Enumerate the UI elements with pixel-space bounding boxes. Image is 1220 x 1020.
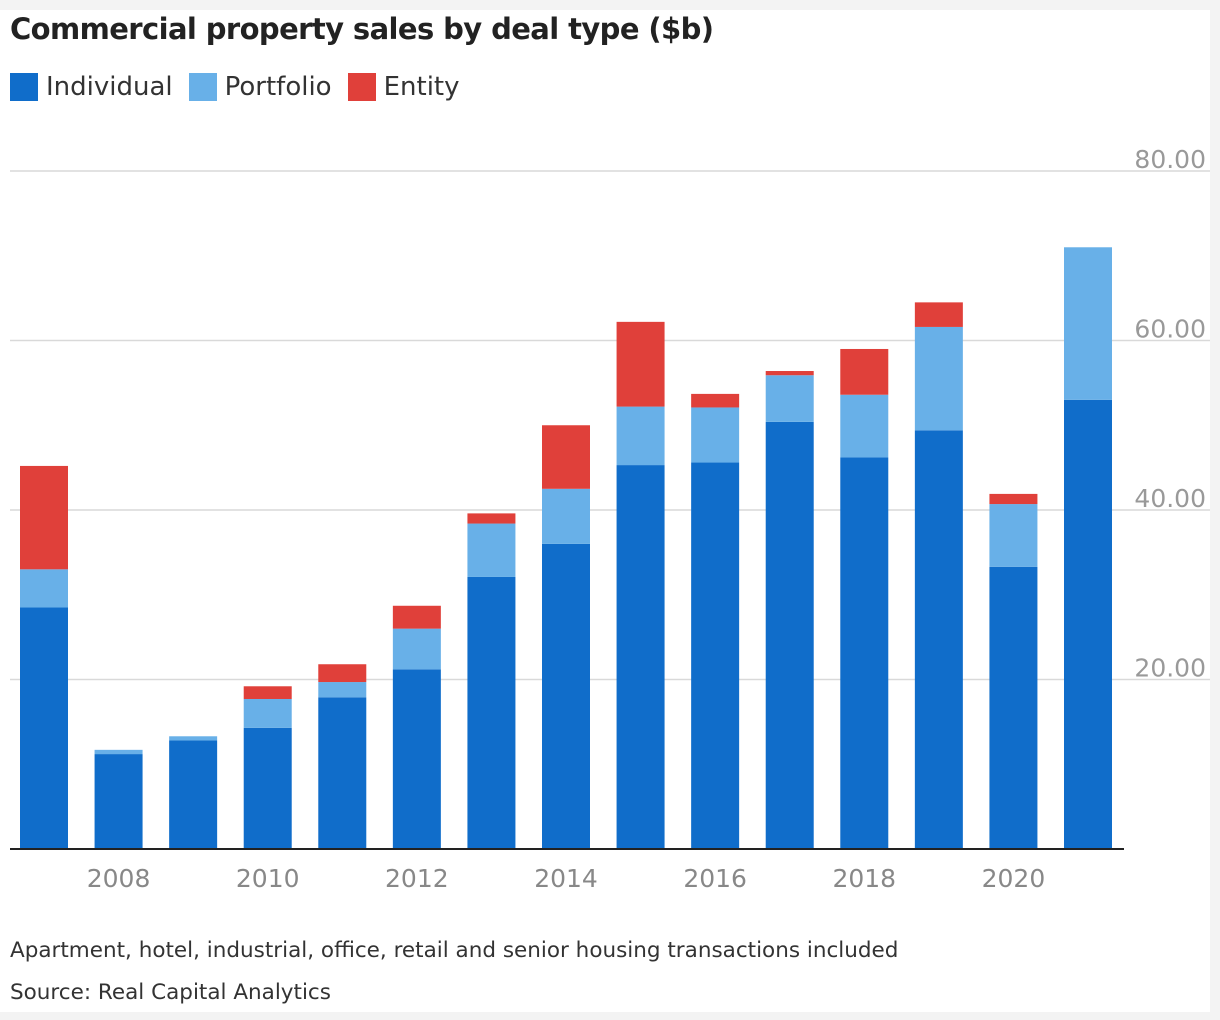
chart-description: Apartment, hotel, industrial, office, re…: [10, 938, 899, 963]
bar-portfolio-2007: [20, 569, 68, 608]
bar-portfolio-2015: [616, 406, 665, 466]
bar-portfolio-2014: [542, 488, 590, 544]
bar-entity-2012: [392, 605, 441, 629]
y-tick-label: 80.00: [1134, 145, 1206, 174]
bar-individual-2007: [20, 607, 68, 849]
x-tick-label: 2008: [87, 864, 151, 893]
bar-entity-2019: [914, 302, 963, 327]
bar-individual-2015: [616, 465, 665, 849]
bar-portfolio-2013: [467, 523, 516, 577]
legend-item-individual: Individual: [10, 72, 173, 102]
bar-entity-2013: [467, 513, 516, 524]
bar-entity-2015: [616, 321, 665, 407]
chart-title: Commercial property sales by deal type (…: [10, 12, 714, 46]
bar-portfolio-2021: [1064, 247, 1112, 400]
legend-label-entity: Entity: [383, 72, 460, 102]
bar-individual-2009: [169, 740, 218, 849]
x-tick-label: 2012: [385, 864, 449, 893]
bar-entity-2011: [318, 664, 367, 683]
bar-individual-2021: [1064, 399, 1112, 849]
bar-individual-2014: [542, 543, 590, 849]
chart-card: Commercial property sales by deal type (…: [0, 10, 1210, 1012]
legend-item-entity: Entity: [347, 72, 460, 102]
bar-entity-2007: [20, 465, 68, 570]
y-tick-label: 60.00: [1134, 315, 1206, 344]
bar-entity-2018: [840, 348, 889, 395]
y-tick-label: 40.00: [1134, 484, 1206, 513]
bar-portfolio-2017: [765, 375, 814, 422]
bar-individual-2013: [467, 576, 516, 849]
bar-individual-2010: [243, 727, 292, 849]
bar-individual-2008: [94, 754, 143, 849]
bar-portfolio-2019: [914, 326, 963, 431]
bar-portfolio-2008: [94, 749, 143, 755]
chart-plot: 20.00 40.00 60.00 80.00 2008 2010 2012 2014 2016…: [10, 145, 1210, 893]
bar-entity-2016: [691, 393, 740, 408]
legend-item-portfolio: Portfolio: [188, 72, 332, 102]
bar-entity-2020: [989, 493, 1038, 505]
bar-entity-2010: [243, 686, 292, 699]
legend-label-portfolio: Portfolio: [224, 72, 332, 102]
chart-source: Source: Real Capital Analytics: [10, 980, 331, 1005]
y-tick-label: 20.00: [1134, 654, 1206, 683]
x-tick-label: 2016: [683, 864, 747, 893]
bar-portfolio-2010: [243, 698, 292, 728]
x-tick-label: 2010: [236, 864, 300, 893]
x-tick-label: 2014: [534, 864, 598, 893]
bar-entity-2017: [765, 371, 814, 376]
bar-portfolio-2016: [691, 407, 740, 463]
legend: Individual Portfolio Entity: [10, 72, 476, 102]
bar-individual-2012: [392, 669, 441, 849]
legend-swatch-individual: [10, 73, 38, 101]
bar-individual-2018: [840, 457, 889, 849]
bar-individual-2016: [691, 462, 740, 849]
x-tick-label: 2018: [832, 864, 896, 893]
legend-label-individual: Individual: [46, 72, 173, 102]
bar-portfolio-2011: [318, 682, 367, 698]
legend-swatch-entity: [347, 73, 376, 101]
bar-individual-2019: [914, 430, 963, 849]
legend-swatch-portfolio: [188, 73, 217, 101]
bar-portfolio-2018: [840, 394, 889, 458]
x-tick-label: 2020: [982, 864, 1046, 893]
bar-portfolio-2020: [989, 504, 1038, 567]
bar-entity-2014: [542, 425, 590, 489]
bar-individual-2017: [765, 421, 814, 849]
bar-individual-2020: [989, 566, 1038, 849]
bar-portfolio-2009: [169, 736, 218, 741]
bar-portfolio-2012: [392, 628, 441, 670]
bar-individual-2011: [318, 697, 367, 849]
